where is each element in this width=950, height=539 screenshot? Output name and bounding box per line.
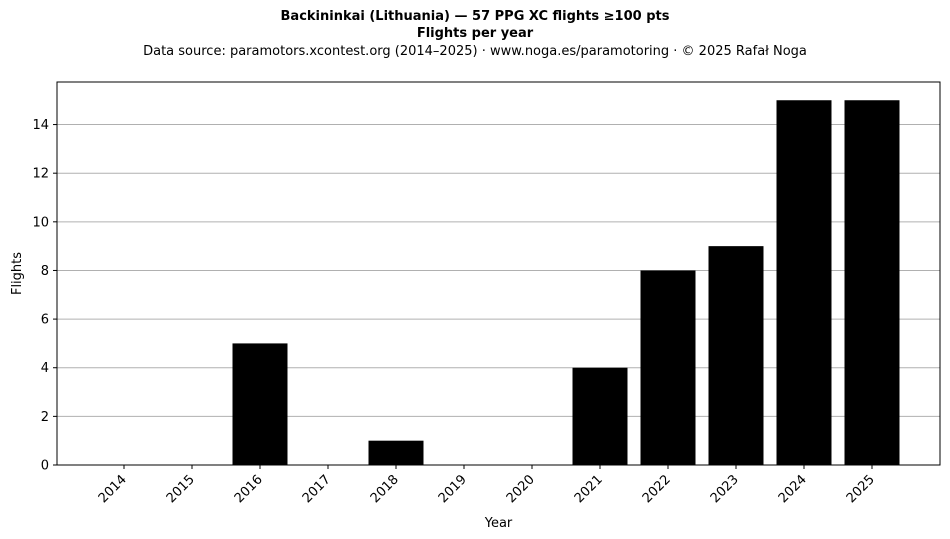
bar-2016 [232, 343, 288, 465]
y-tick-label: 0 [41, 459, 49, 474]
x-tick-label: 2015 [164, 472, 198, 506]
x-tick-label: 2024 [776, 472, 810, 506]
x-tick-label: 2020 [504, 472, 538, 506]
bar-2022 [640, 270, 696, 465]
chart-source-note: Data source: paramotors.xcontest.org (20… [143, 44, 807, 59]
bar-2021 [572, 367, 628, 465]
x-axis-label: Year [484, 516, 513, 531]
x-tick-label: 2025 [844, 472, 878, 506]
bar-2023 [708, 246, 764, 465]
y-tick-label: 14 [32, 118, 49, 133]
x-tick-label: 2014 [96, 472, 130, 506]
y-tick-label: 8 [41, 264, 49, 279]
x-tick-label: 2023 [708, 472, 742, 506]
plot-frame [56, 81, 941, 466]
bars [232, 100, 900, 465]
x-tick-label: 2022 [640, 472, 674, 506]
chart-titles: Backininkai (Lithuania) — 57 PPG XC flig… [0, 8, 950, 61]
bar-2018 [368, 440, 424, 465]
chart-title: Backininkai (Lithuania) — 57 PPG XC flig… [280, 9, 670, 24]
bar-2025 [844, 100, 900, 465]
y-tick-label: 12 [32, 167, 49, 182]
chart-subtitle: Flights per year [416, 26, 534, 41]
x-axis: 2014 2015 2016 2017 2018 2019 2020 2021 2022 2023… [96, 465, 878, 506]
y-tick-label: 10 [32, 215, 49, 230]
y-tick-label: 6 [41, 313, 49, 328]
x-tick-label: 2017 [300, 472, 334, 506]
x-tick-label: 2018 [368, 472, 402, 506]
y-axis: 0 2 4 6 8 10 12 14 [32, 118, 57, 474]
bar-2024 [776, 100, 832, 465]
x-tick-label: 2016 [232, 472, 266, 506]
x-tick-label: 2019 [436, 472, 470, 506]
y-axis-label: Flights [10, 252, 25, 295]
y-tick-label: 4 [41, 361, 49, 376]
y-tick-label: 2 [41, 410, 49, 425]
x-tick-label: 2021 [572, 472, 606, 506]
